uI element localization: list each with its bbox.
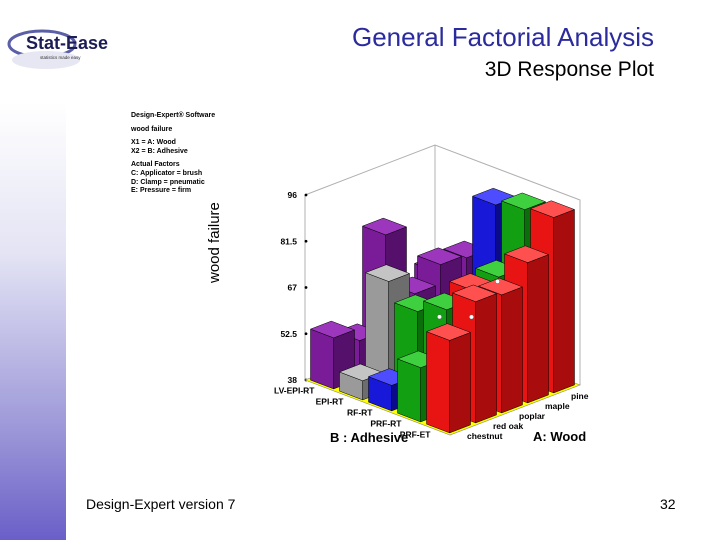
info-factor-e: E: Pressure = firm: [131, 187, 192, 195]
logo-text: Stat-Ease: [26, 33, 108, 53]
bar-side-face: [527, 254, 549, 404]
design-point-marker: [469, 314, 474, 320]
adhesive-tick-label: LV-EPI-RT: [274, 386, 315, 396]
z-tick-mark: [304, 193, 308, 197]
design-info-panel: Design-Expert® Software wood failure X1 …: [131, 112, 215, 196]
z-tick-label: 67: [288, 283, 298, 293]
info-x2: X2 = B: Adhesive: [131, 147, 188, 155]
bar-top-face: [361, 217, 408, 236]
z-tick-mark: [304, 286, 308, 289]
z-tick-label: 52.5: [280, 329, 297, 339]
bar-top-face: [503, 245, 550, 263]
slide-title: General Factorial Analysis: [351, 22, 654, 52]
chart-bars: [309, 187, 576, 434]
bar-top-face: [309, 320, 356, 339]
z-tick-mark: [304, 239, 308, 243]
x-axis-label: B : Adhesive: [330, 430, 408, 445]
adhesive-tick-label: PRF-RT: [370, 419, 402, 429]
info-factor-c: C: Applicator = brush: [131, 169, 203, 177]
wood-tick-label: maple: [545, 401, 570, 411]
bar-front-face: [397, 358, 421, 423]
chart-labels: wood failure B : Adhesive A: Wood 96 81.5…: [206, 190, 589, 445]
bar-side-face: [501, 286, 523, 414]
footer-version: Design-Expert version 7: [86, 496, 236, 512]
info-x1: X1 = A: Wood: [131, 139, 176, 147]
slide-subtitle: 3D Response Plot: [484, 58, 654, 81]
bar-top-face: [451, 284, 498, 302]
design-point-marker: [495, 278, 500, 284]
bar-top-face: [364, 264, 411, 282]
adhesive-tick-label: RF-RT: [347, 408, 373, 418]
bar-top-face: [500, 192, 547, 210]
z-tick-label: 38: [288, 375, 298, 385]
bar-side-face: [475, 293, 497, 424]
bar-purple: [309, 320, 356, 390]
adhesive-tick-label: EPI-RT: [316, 397, 345, 407]
bar-side-face: [449, 332, 471, 434]
bar-front-face: [310, 328, 334, 390]
info-response: wood failure: [131, 125, 173, 133]
wood-tick-label: pine: [571, 391, 589, 401]
sidebar-gradient: [0, 102, 66, 540]
wood-tick-label: poplar: [519, 411, 546, 421]
info-software: Design-Expert® Software: [131, 112, 216, 119]
bar-top-face: [477, 277, 524, 296]
stat-ease-logo: Stat-Ease statistics made easy: [7, 29, 108, 69]
y-axis-label: A: Wood: [533, 429, 586, 444]
bar-top-face: [416, 247, 463, 265]
logo-tagline: statistics made easy: [40, 55, 81, 60]
z-tick-mark: [304, 332, 308, 336]
wood-tick-label: red oak: [493, 421, 524, 431]
bar-red: [425, 323, 472, 434]
page-number: 32: [660, 496, 676, 512]
design-point-marker: [437, 314, 442, 320]
chart-frame: [304, 144, 581, 385]
bar-top-face: [425, 323, 472, 341]
info-factor-d: D: Clamp = pneumatic: [131, 178, 205, 186]
bar-front-face: [426, 331, 450, 434]
bar-top-face: [529, 200, 576, 218]
wood-tick-label: chestnut: [467, 431, 503, 441]
info-actual-factors: Actual Factors: [131, 161, 180, 169]
z-tick-label: 96: [288, 190, 298, 200]
bar-side-face: [553, 209, 575, 394]
z-axis-label: wood failure: [206, 202, 223, 284]
z-tick-label: 81.5: [280, 236, 297, 246]
adhesive-tick-label: PRF-ET: [400, 430, 432, 440]
